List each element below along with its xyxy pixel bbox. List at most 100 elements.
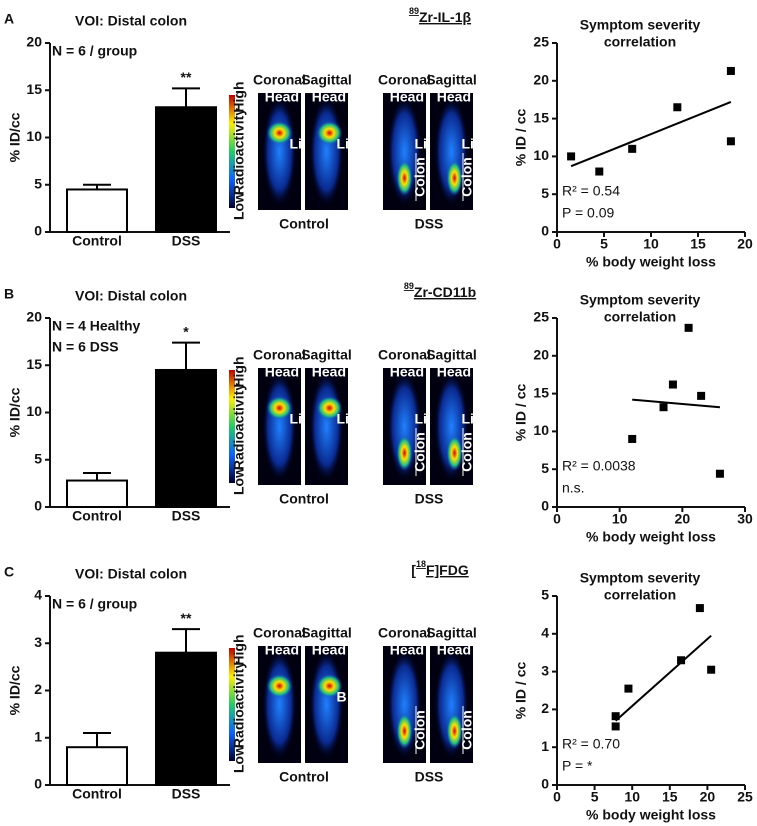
x-tick-label: 20 xyxy=(737,236,753,252)
point xyxy=(726,66,735,75)
pet-hotspot xyxy=(446,160,463,196)
point xyxy=(673,103,682,112)
y-tick-label: 3 xyxy=(34,634,42,650)
y-tick-label: 5 xyxy=(34,175,42,191)
y-tick-label: 5 xyxy=(541,185,549,201)
point xyxy=(697,391,706,400)
chart-title: VOI: Distal colon xyxy=(75,566,187,582)
colorbar-label: Radioactivity xyxy=(231,661,247,748)
colorbar-label: High xyxy=(231,634,247,665)
y-tick-label: 0 xyxy=(34,498,42,514)
pet-hotspot xyxy=(396,160,413,196)
tracer-title: 89Zr-IL-1β xyxy=(409,6,472,24)
view-label: Coronal xyxy=(378,72,431,88)
error-bar xyxy=(83,732,111,748)
image-tag: Head xyxy=(312,642,346,658)
pet-hotspot xyxy=(266,396,293,420)
point xyxy=(695,604,704,613)
colorbar-label: High xyxy=(231,356,247,387)
y-tick-label: 5 xyxy=(541,587,549,603)
view-label: Coronal xyxy=(253,347,306,363)
pet-hotspot xyxy=(266,121,293,145)
image-tag: Li xyxy=(290,411,302,427)
point xyxy=(707,665,716,674)
chart-title: VOI: Distal colon xyxy=(75,13,187,29)
x-tick-label: 5 xyxy=(591,789,599,805)
tracer-isotope: 89 xyxy=(404,281,414,291)
x-tick-label: Control xyxy=(72,508,122,524)
image-tag: Head xyxy=(265,642,299,658)
x-tick-label: 15 xyxy=(690,236,706,252)
image-tag: Colon xyxy=(412,710,428,750)
image-group-label: DSS xyxy=(415,216,444,232)
fit-line xyxy=(632,398,721,409)
x-tick-label: 0 xyxy=(553,511,561,527)
y-tick-label: 10 xyxy=(26,128,42,144)
y-tick-label: 1 xyxy=(34,728,42,744)
panel-letter: A xyxy=(4,11,14,27)
y-axis-label: % ID / cc xyxy=(513,109,529,167)
point xyxy=(611,712,620,721)
colorbar-label: Low xyxy=(231,192,247,220)
image-group-label: DSS xyxy=(415,769,444,785)
y-tick-label: 25 xyxy=(533,309,549,325)
view-label: Sagittal xyxy=(426,625,477,641)
image-tag: Colon xyxy=(459,432,475,472)
y-tick-label: 15 xyxy=(26,356,42,372)
y-tick-label: 4 xyxy=(541,625,549,641)
pet-hotspot xyxy=(396,435,413,471)
pet-hotspot xyxy=(446,713,463,749)
point xyxy=(677,656,686,665)
point xyxy=(595,167,604,176)
x-axis-label: % body weight loss xyxy=(586,807,716,823)
image-tag: Li xyxy=(415,411,427,427)
tracer-isotope: 18 xyxy=(416,559,426,569)
chart-title: Symptom severity xyxy=(580,17,701,33)
y-axis-label: % ID / cc xyxy=(513,662,529,720)
image-tag: Head xyxy=(312,89,346,105)
y-axis-label: % ID/cc xyxy=(7,112,23,162)
view-label: Sagittal xyxy=(301,625,352,641)
y-tick-label: 10 xyxy=(533,147,549,163)
view-label: Coronal xyxy=(253,72,306,88)
x-tick-label: Control xyxy=(72,233,122,249)
error-bar xyxy=(172,87,200,108)
image-tag: Colon xyxy=(459,710,475,750)
note: N = 4 Healthy xyxy=(52,318,141,334)
y-axis-label: % ID / cc xyxy=(513,384,529,442)
bar xyxy=(155,106,217,233)
point xyxy=(624,684,633,693)
image-tag: Li xyxy=(290,136,302,152)
annotation: n.s. xyxy=(562,480,585,496)
y-axis-label: % ID/cc xyxy=(7,665,23,715)
image-group-label: Control xyxy=(279,491,329,507)
pet-hotspot xyxy=(316,396,343,420)
tracer-title: [18F]FDG xyxy=(411,559,469,577)
fit-line xyxy=(570,101,732,168)
tracer-name: Zr-IL-1β xyxy=(419,9,472,25)
image-tag: Head xyxy=(437,89,471,105)
x-axis-label: % body weight loss xyxy=(586,254,716,270)
pet-hotspot xyxy=(266,674,293,698)
image-tag: Head xyxy=(265,364,299,380)
point xyxy=(628,144,637,153)
view-label: Sagittal xyxy=(301,347,352,363)
chart-title: correlation xyxy=(604,34,676,50)
image-group-label: Control xyxy=(279,769,329,785)
view-label: Coronal xyxy=(378,347,431,363)
y-tick-label: 20 xyxy=(533,347,549,363)
pet-body xyxy=(387,649,422,760)
y-tick-label: 20 xyxy=(533,72,549,88)
x-tick-label: 0 xyxy=(553,789,561,805)
view-label: Coronal xyxy=(378,625,431,641)
image-tag: Head xyxy=(437,364,471,380)
annotation: P = * xyxy=(562,758,593,774)
y-tick-label: 15 xyxy=(533,384,549,400)
colorbar xyxy=(229,95,235,208)
tracer-isotope: 89 xyxy=(409,6,419,16)
y-tick-label: 1 xyxy=(541,738,549,754)
image-tag: Li xyxy=(462,136,474,152)
x-tick-label: 10 xyxy=(612,511,628,527)
bar xyxy=(66,746,128,787)
point xyxy=(715,469,724,478)
